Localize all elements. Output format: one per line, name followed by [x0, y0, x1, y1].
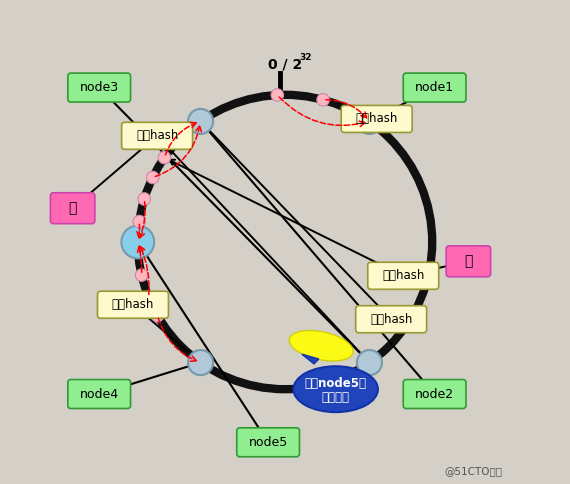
FancyBboxPatch shape: [51, 193, 95, 224]
FancyBboxPatch shape: [403, 73, 466, 102]
Circle shape: [142, 291, 155, 303]
Text: 添加node5的: 添加node5的: [305, 377, 367, 390]
Circle shape: [146, 171, 159, 184]
Text: node1: node1: [415, 81, 454, 94]
Text: 键: 键: [68, 201, 77, 215]
Ellipse shape: [294, 366, 378, 412]
FancyBboxPatch shape: [121, 122, 193, 150]
Circle shape: [135, 269, 148, 281]
Text: node3: node3: [80, 81, 119, 94]
Text: 32: 32: [299, 53, 312, 61]
Text: 计算hash: 计算hash: [112, 298, 154, 311]
Text: 计算hash: 计算hash: [382, 269, 425, 282]
Circle shape: [138, 193, 150, 205]
Circle shape: [158, 151, 170, 164]
Text: 键: 键: [464, 254, 473, 268]
Text: @51CTO博客: @51CTO博客: [444, 466, 502, 476]
FancyBboxPatch shape: [403, 379, 466, 408]
Circle shape: [133, 215, 145, 228]
Text: 0 / 2: 0 / 2: [268, 58, 302, 72]
FancyBboxPatch shape: [446, 246, 491, 277]
FancyBboxPatch shape: [97, 291, 169, 318]
Circle shape: [121, 226, 154, 258]
Circle shape: [188, 109, 213, 134]
Text: 影响范围: 影响范围: [321, 392, 349, 405]
FancyBboxPatch shape: [356, 306, 427, 333]
Text: 计算hash: 计算hash: [356, 112, 398, 125]
FancyBboxPatch shape: [368, 262, 439, 289]
Text: 计算hash: 计算hash: [136, 129, 178, 142]
Circle shape: [151, 309, 164, 322]
Circle shape: [188, 350, 213, 375]
Circle shape: [357, 109, 382, 134]
FancyBboxPatch shape: [68, 379, 131, 408]
FancyBboxPatch shape: [341, 106, 412, 133]
FancyBboxPatch shape: [68, 73, 131, 102]
FancyBboxPatch shape: [237, 428, 299, 457]
Text: 计算hash: 计算hash: [370, 313, 412, 326]
Circle shape: [271, 89, 283, 101]
Circle shape: [357, 350, 382, 375]
Text: node2: node2: [415, 388, 454, 401]
Ellipse shape: [289, 331, 353, 361]
Circle shape: [317, 93, 329, 106]
Text: node4: node4: [80, 388, 119, 401]
Polygon shape: [302, 354, 319, 364]
Text: node5: node5: [249, 436, 288, 449]
